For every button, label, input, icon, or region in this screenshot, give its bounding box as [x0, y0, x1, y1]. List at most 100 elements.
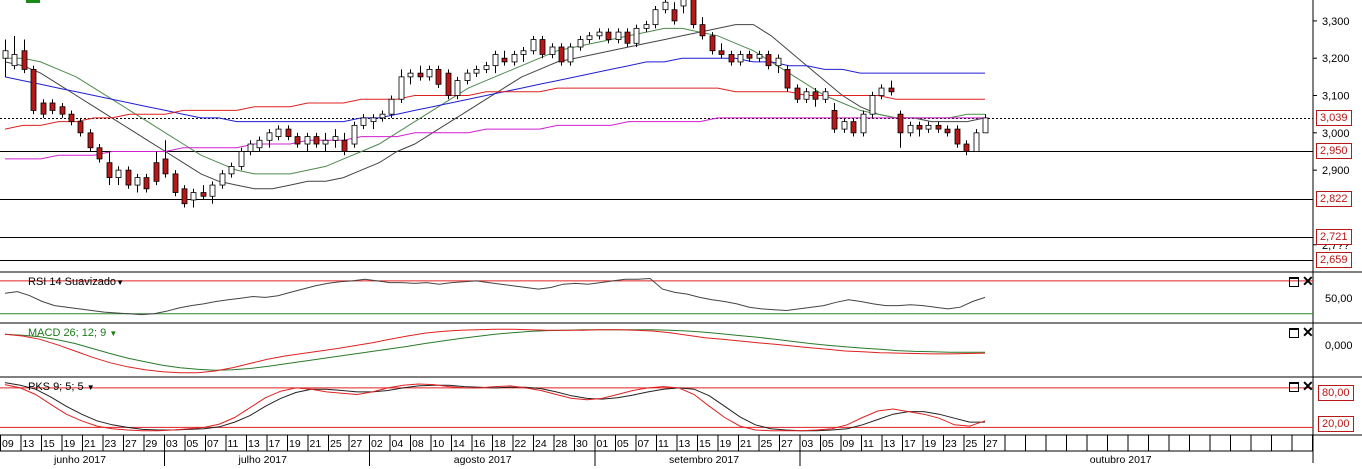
candle-body — [501, 57, 508, 63]
day-tick-label: 22 — [515, 438, 527, 450]
candle-body — [699, 24, 706, 37]
candle-body — [615, 31, 622, 40]
candle-body — [860, 113, 867, 134]
candle-body — [200, 192, 207, 197]
candle-body — [285, 128, 292, 137]
rsi-close-button[interactable]: ✕ — [1302, 273, 1314, 289]
candle-body — [737, 54, 744, 63]
candle-body — [153, 162, 160, 182]
candle-body — [322, 139, 329, 145]
moving-average-line — [4, 87, 985, 130]
candle-body — [304, 136, 311, 145]
candle-body — [96, 147, 103, 160]
candle-body — [11, 54, 18, 67]
candle-body — [549, 46, 556, 55]
price-tick-label: 2,900 — [1322, 165, 1350, 177]
day-tick-label: 30 — [576, 438, 588, 450]
candle-body — [445, 72, 452, 96]
month-label: julho 2017 — [238, 454, 288, 466]
candle-body — [530, 39, 537, 52]
pks-close-button[interactable]: ✕ — [1302, 378, 1314, 394]
candle-body — [973, 132, 980, 152]
candle-body — [803, 91, 810, 100]
candle-body — [313, 136, 320, 145]
day-tick-label: 24 — [535, 438, 547, 450]
day-tick-label: 27 — [986, 438, 998, 450]
day-tick-label: 23 — [105, 438, 117, 450]
candle-body — [417, 72, 424, 78]
day-tick-label: 05 — [617, 438, 629, 450]
pks-title-text: PKS 9; 5; 5 — [28, 381, 84, 393]
candle-body — [690, 0, 697, 26]
price-marker-label: 3,039 — [1316, 110, 1352, 127]
pks-title[interactable]: PKS 9; 5; 5 ▼ — [28, 381, 95, 393]
macd-signal-line — [4, 329, 985, 371]
day-tick-label: 02 — [371, 438, 383, 450]
candle-body — [30, 68, 37, 111]
day-tick-label: 09 — [843, 438, 855, 450]
candle-body — [954, 128, 961, 145]
candle-body — [492, 54, 499, 67]
candle-body — [624, 31, 631, 44]
candle-body — [784, 68, 791, 89]
candle-body — [219, 173, 226, 186]
candle-body — [294, 136, 301, 145]
candle-body — [944, 128, 951, 134]
day-tick-label: 23 — [945, 438, 957, 450]
candle-body — [916, 124, 923, 130]
day-tick-label: 05 — [822, 438, 834, 450]
candle-body — [228, 166, 235, 175]
candle-body — [831, 110, 838, 130]
day-tick-label: 03 — [802, 438, 814, 450]
day-tick-label: 04 — [392, 438, 404, 450]
candle-body — [407, 72, 414, 78]
candle-body — [125, 169, 132, 186]
rsi-title[interactable]: RSI 14 Suavizado▼ — [28, 276, 124, 288]
candle-body — [426, 68, 433, 78]
price-marker-label: 2,721 — [1316, 228, 1352, 245]
candle-body — [897, 113, 904, 134]
moving-average-line — [5, 27, 985, 175]
rsi-title-text: RSI 14 Suavizado — [28, 276, 117, 288]
day-tick-label: 17 — [269, 438, 281, 450]
macd-title[interactable]: MACD 26; 12; 9 ▼ — [28, 327, 117, 339]
day-tick-label: 11 — [863, 438, 874, 450]
candle-body — [907, 124, 914, 134]
candle-body — [680, 0, 687, 7]
candle-body — [671, 9, 678, 22]
candle-body — [87, 132, 94, 149]
candle-body — [577, 39, 584, 48]
candle-body — [596, 31, 603, 37]
moving-average-line — [4, 57, 985, 123]
price-tick-label: 3,300 — [1322, 16, 1350, 28]
day-tick-label: 07 — [638, 438, 650, 450]
candle-body — [238, 151, 245, 167]
dropdown-arrow-icon[interactable]: ▼ — [109, 329, 118, 338]
day-tick-label: 10 — [433, 438, 445, 450]
candle-body — [963, 143, 970, 152]
rsi-maximize-button[interactable] — [1289, 277, 1299, 287]
candle-body — [162, 158, 169, 175]
day-tick-label: 18 — [494, 438, 506, 450]
day-tick-label: 27 — [351, 438, 363, 450]
day-tick-label: 15 — [699, 438, 711, 450]
candle-body — [756, 54, 763, 59]
day-tick-label: 11 — [658, 438, 669, 450]
macd-maximize-button[interactable] — [1289, 328, 1299, 338]
price-tick-label: 3,100 — [1322, 91, 1350, 103]
dropdown-arrow-icon[interactable]: ▼ — [86, 383, 95, 392]
candle-body — [68, 113, 75, 123]
day-tick-label: 29 — [146, 438, 158, 450]
pks-maximize-button[interactable] — [1289, 382, 1299, 392]
month-label: outubro 2017 — [1090, 454, 1152, 466]
candle-body — [567, 46, 574, 63]
dropdown-arrow-icon[interactable]: ▼ — [116, 278, 124, 287]
candle-body — [435, 68, 442, 85]
macd-close-button[interactable]: ✕ — [1302, 324, 1314, 340]
candle-body — [332, 136, 339, 141]
pks-k-line — [4, 383, 986, 432]
day-tick-label: 19 — [64, 438, 76, 450]
day-tick-label: 13 — [679, 438, 691, 450]
candle-body — [520, 50, 527, 55]
